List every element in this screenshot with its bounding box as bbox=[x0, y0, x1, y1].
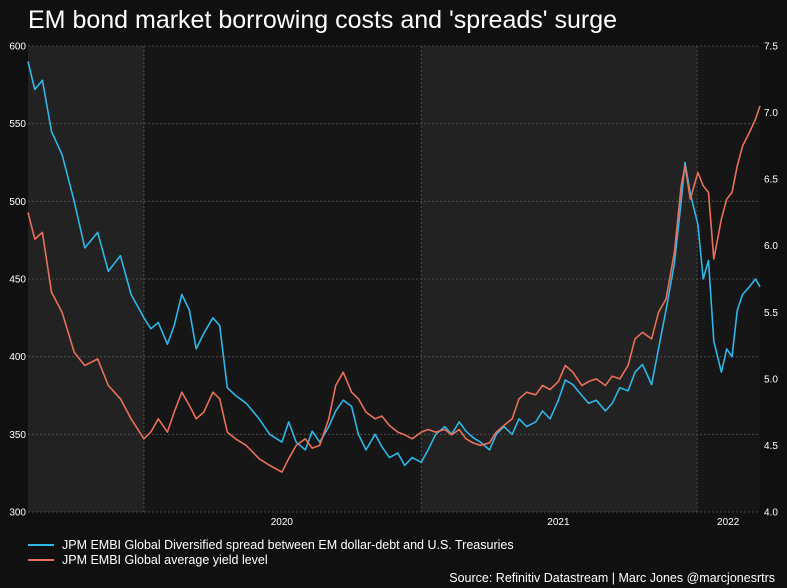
source-credit: Source: Refinitiv Datastream | Marc Jone… bbox=[449, 571, 775, 585]
legend-label-yield: JPM EMBI Global average yield level bbox=[62, 552, 268, 567]
y-left-tick-500: 500 bbox=[9, 197, 26, 208]
shaded-period-1 bbox=[421, 46, 698, 512]
y-left-tick-450: 450 bbox=[9, 275, 26, 286]
y-right-tick-6.5: 6.5 bbox=[764, 175, 778, 186]
y-right-tick-4.0: 4.0 bbox=[764, 508, 778, 519]
y-left-tick-350: 350 bbox=[9, 430, 26, 441]
legend: JPM EMBI Global Diversified spread betwe… bbox=[28, 537, 514, 567]
y-left-tick-400: 400 bbox=[9, 352, 26, 363]
legend-swatch-spread bbox=[28, 543, 54, 546]
y-right-tick-4.5: 4.5 bbox=[764, 441, 778, 452]
y-right-tick-6.0: 6.0 bbox=[764, 241, 778, 252]
x-tick-2022: 2022 bbox=[717, 517, 740, 528]
y-right-tick-5.5: 5.5 bbox=[764, 308, 778, 319]
legend-item-spread: JPM EMBI Global Diversified spread betwe… bbox=[28, 537, 514, 552]
y-right-tick-5.0: 5.0 bbox=[764, 374, 778, 385]
x-tick-2020: 2020 bbox=[271, 517, 294, 528]
y-left-tick-300: 300 bbox=[9, 508, 26, 519]
legend-swatch-yield bbox=[28, 558, 54, 561]
y-right-tick-7.5: 7.5 bbox=[764, 42, 778, 53]
x-tick-2021: 2021 bbox=[547, 517, 570, 528]
legend-label-spread: JPM EMBI Global Diversified spread betwe… bbox=[62, 537, 514, 552]
y-left-tick-550: 550 bbox=[9, 119, 26, 130]
yield-line bbox=[27, 105, 761, 473]
y-left-tick-600: 600 bbox=[9, 42, 26, 53]
legend-item-yield: JPM EMBI Global average yield level bbox=[28, 552, 514, 567]
y-right-tick-7.0: 7.0 bbox=[764, 108, 778, 119]
chart-title: EM bond market borrowing costs and 'spre… bbox=[28, 6, 618, 34]
spread-line bbox=[27, 61, 761, 467]
